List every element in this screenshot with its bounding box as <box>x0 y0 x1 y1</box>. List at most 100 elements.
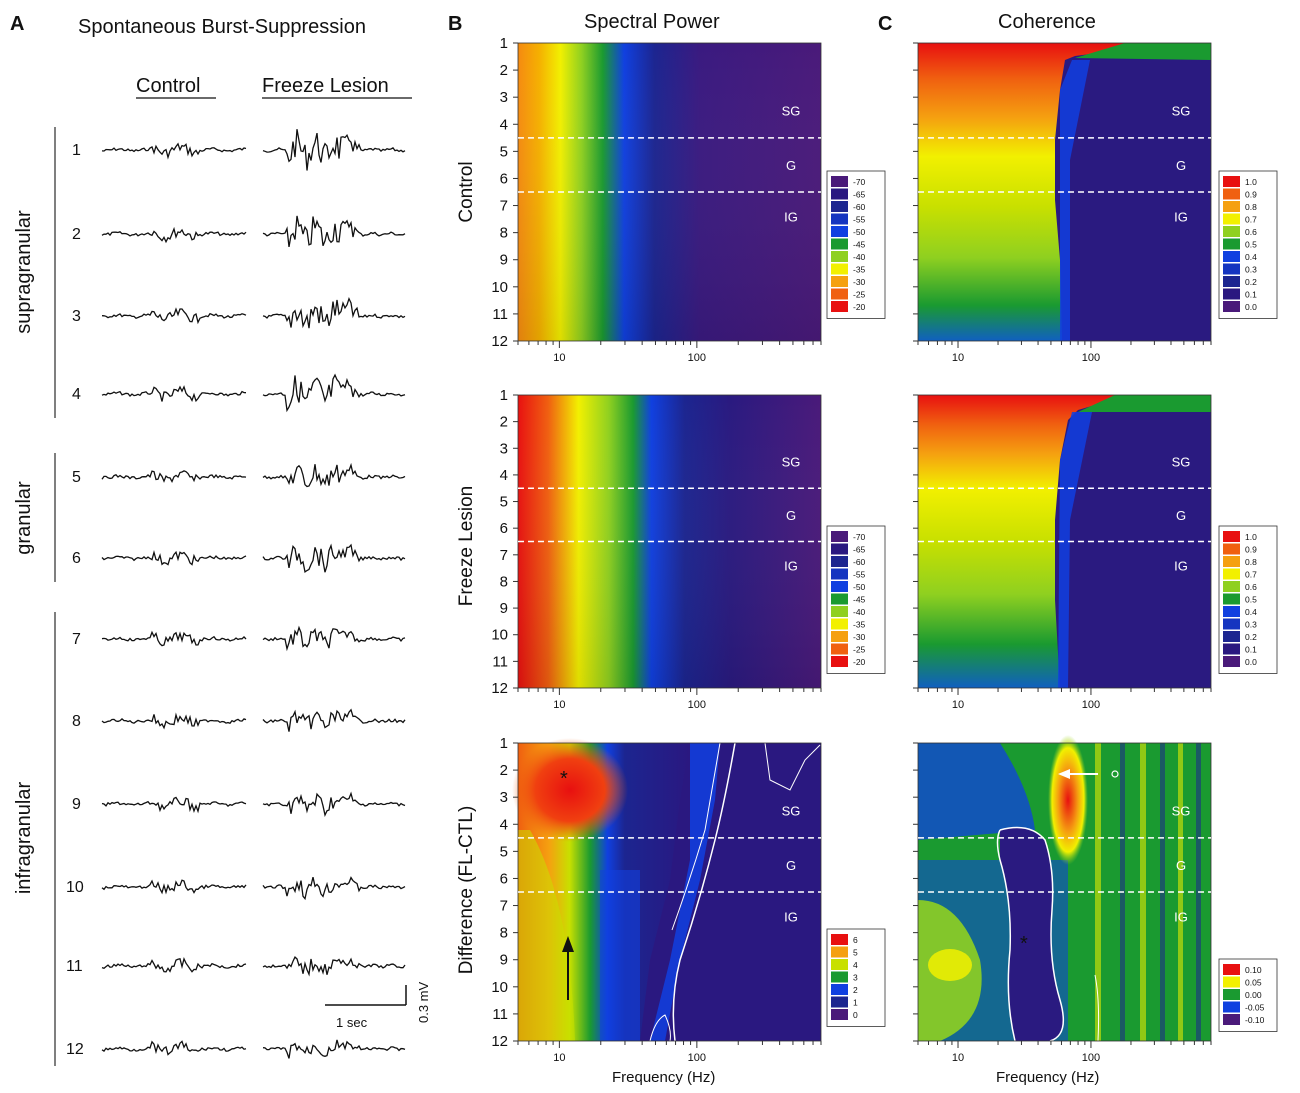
colorbar-label: -40 <box>853 607 866 617</box>
colorbar-swatch <box>831 543 848 555</box>
colorbar-swatch <box>1223 1001 1240 1013</box>
colorbar-swatch <box>831 201 848 212</box>
colorbar-swatch <box>831 288 848 300</box>
colorbar-label: 1.0 <box>1245 177 1257 187</box>
band-label: SG <box>1172 104 1191 119</box>
colorbar-label: -60 <box>853 557 866 567</box>
band-label: IG <box>1174 909 1188 924</box>
panel-c-letter: C <box>878 13 892 35</box>
arrow-left-icon <box>1058 769 1070 779</box>
colorbar-swatch <box>831 946 848 958</box>
colorbar-swatch <box>831 1009 848 1020</box>
depth-tick-label: 4 <box>500 467 508 484</box>
colorbar-label: 0.00 <box>1245 990 1262 1000</box>
colorbar-swatch <box>1223 568 1240 580</box>
col-control-label: Control <box>136 75 200 97</box>
depth-tick-label: 3 <box>500 440 508 457</box>
row-label-difference: Difference (FL-CTL) <box>456 806 477 975</box>
scale-time: 1 sec <box>336 1015 368 1030</box>
colorbar-label: -55 <box>853 570 866 580</box>
channel-label: 2 <box>72 226 81 243</box>
colorbar-label: -50 <box>853 227 866 237</box>
band-label: G <box>1176 158 1186 173</box>
colorbar-label: -0.10 <box>1245 1015 1265 1025</box>
colorbar-swatch <box>1223 531 1240 542</box>
colorbar-label: -35 <box>853 265 866 275</box>
freq-tick-label: 10 <box>952 1052 964 1064</box>
colorbar-label: 0.3 <box>1245 620 1257 630</box>
depth-tick-label: 1 <box>500 387 508 404</box>
band-label: IG <box>784 558 798 573</box>
depth-tick-label: 12 <box>491 680 508 697</box>
depth-tick-label: 12 <box>491 1033 508 1050</box>
heatmap-power-difference <box>512 738 821 1042</box>
colorbar-label: 6 <box>853 935 858 945</box>
colorbar-swatch <box>1223 643 1240 655</box>
trace-control <box>101 470 247 483</box>
depth-tick-label: 7 <box>500 198 508 215</box>
channel-label: 12 <box>66 1041 84 1058</box>
trace-control <box>101 1040 247 1056</box>
group-infragranular: infragranular <box>13 782 35 895</box>
colorbar-swatch <box>831 593 848 605</box>
depth-tick-label: 4 <box>500 816 508 833</box>
colorbar-label: 0.10 <box>1245 965 1262 975</box>
heatmap-coherence-difference <box>918 735 1211 1042</box>
colorbar-label: 0.7 <box>1245 570 1257 580</box>
panel-a-letter: A <box>10 13 24 35</box>
trace-control <box>101 226 247 244</box>
trace-lesion <box>262 625 406 652</box>
depth-tick-label: 9 <box>500 952 508 969</box>
depth-tick-label: 8 <box>500 573 508 590</box>
colorbar-label: 5 <box>853 948 858 958</box>
colorbar-swatch <box>831 188 848 200</box>
colorbar-swatch <box>831 263 848 275</box>
colorbar-swatch <box>831 213 848 225</box>
channel-label: 7 <box>72 631 81 648</box>
colorbar-label: 3 <box>853 973 858 983</box>
colorbar-label: 0.5 <box>1245 240 1257 250</box>
freq-tick-label: 100 <box>1082 352 1100 364</box>
asterisk-power: * <box>560 768 568 790</box>
depth-tick-label: 8 <box>500 225 508 242</box>
band-label: SG <box>1172 804 1191 819</box>
trace-control <box>101 879 247 895</box>
trace-lesion <box>262 373 406 413</box>
depth-tick-label: 5 <box>500 494 508 511</box>
colorbar-label: 0.4 <box>1245 252 1257 262</box>
colorbar-swatch <box>1223 301 1240 312</box>
colorbar-label: 0.8 <box>1245 202 1257 212</box>
channel-label: 10 <box>66 879 84 896</box>
trace-lesion <box>262 876 406 901</box>
channel-label: 9 <box>72 796 81 813</box>
colorbar-label: -45 <box>853 240 866 250</box>
freq-tick-label: 10 <box>553 352 565 364</box>
colorbar-swatch <box>1223 593 1240 605</box>
colorbar-swatch <box>1223 276 1240 287</box>
colorbar-label: -25 <box>853 290 866 300</box>
colorbar-swatch <box>1223 1014 1240 1025</box>
colorbar-swatch <box>1223 964 1240 975</box>
depth-tick-label: 2 <box>500 762 508 779</box>
depth-tick-label: 5 <box>500 843 508 860</box>
depth-tick-label: 6 <box>500 870 508 887</box>
band-label: G <box>786 158 796 173</box>
trace-control <box>101 712 247 730</box>
colorbar-label: -20 <box>853 302 866 312</box>
colorbar-swatch <box>1223 618 1240 630</box>
colorbar-label: 0.6 <box>1245 582 1257 592</box>
depth-tick-label: 1 <box>500 35 508 52</box>
trace-control <box>101 385 247 403</box>
channel-label: 6 <box>72 550 81 567</box>
colorbar-swatch <box>831 606 848 617</box>
colorbar-swatch <box>1223 201 1240 212</box>
colorbar-swatch <box>831 238 848 250</box>
colorbar-swatch <box>831 226 848 237</box>
depth-tick-label: 10 <box>491 279 508 296</box>
freq-tick-label: 10 <box>553 699 565 711</box>
band-label: SG <box>1172 455 1191 470</box>
colorbar-label: -30 <box>853 277 866 287</box>
colorbar-label: 0.9 <box>1245 545 1257 555</box>
band-label: G <box>1176 858 1186 873</box>
